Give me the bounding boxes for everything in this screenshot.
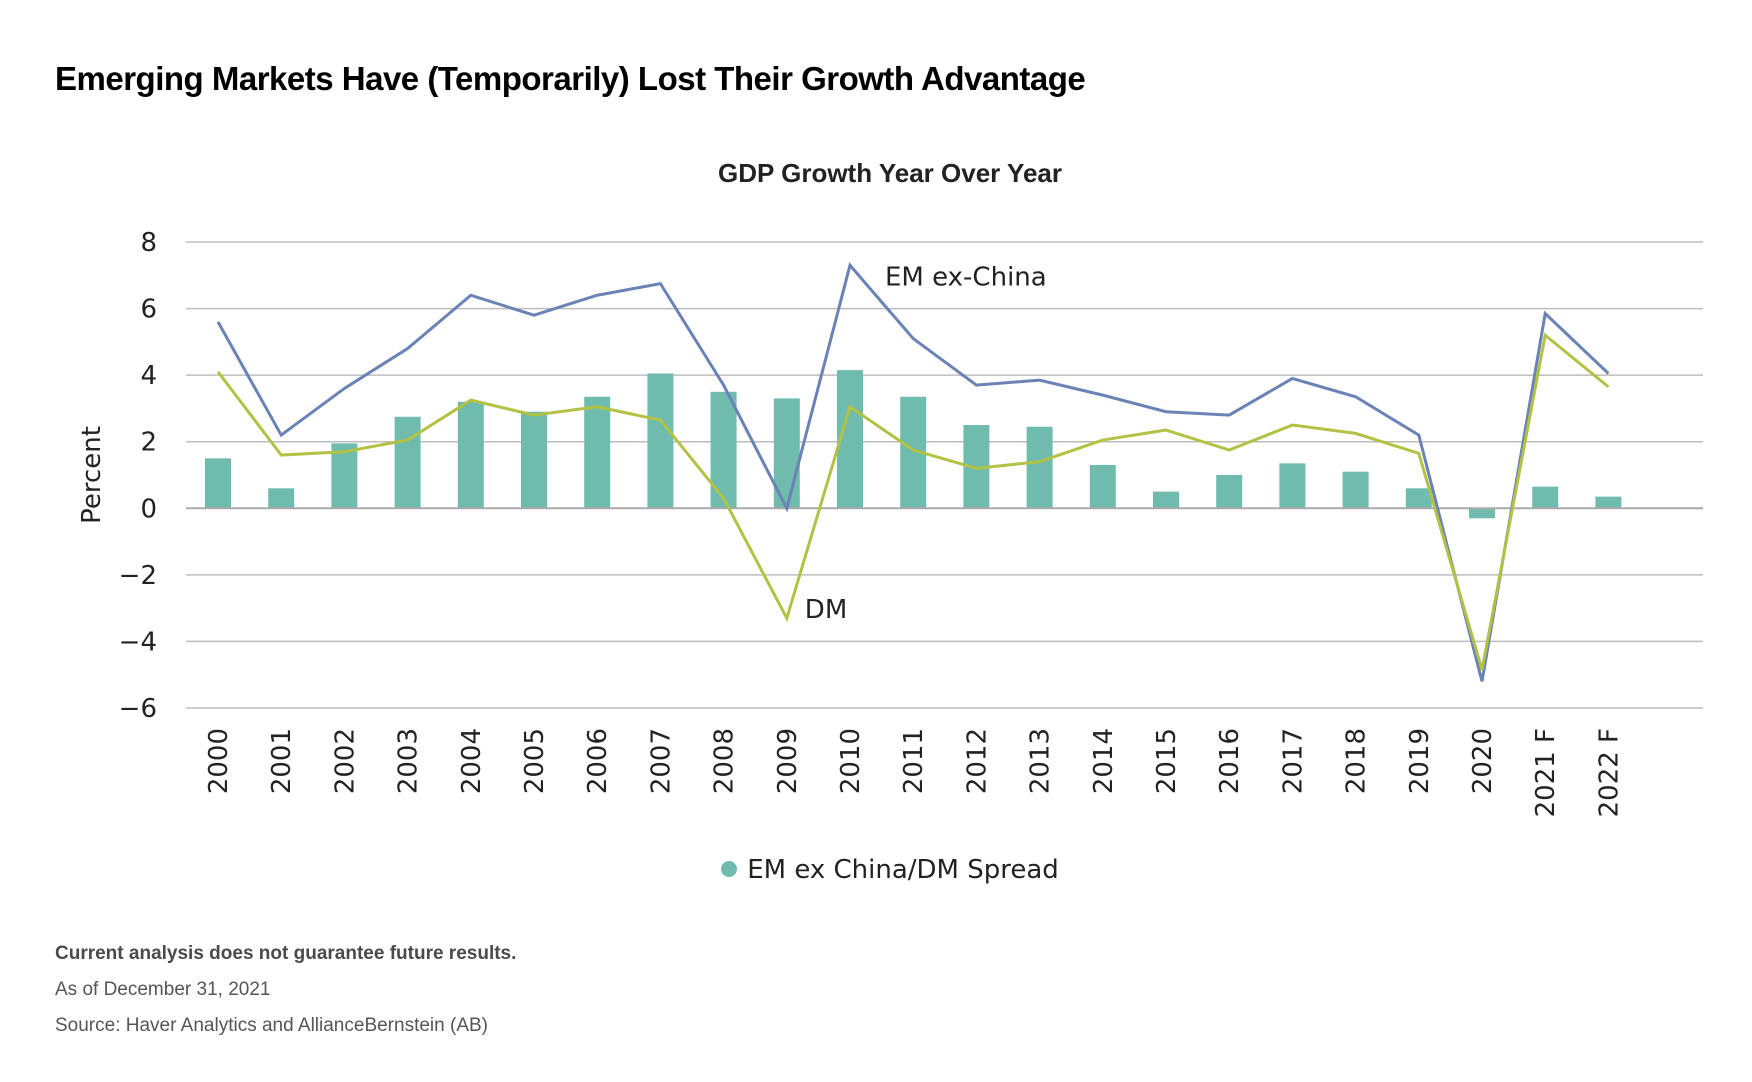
annotations: EM ex-China DM <box>805 262 1047 625</box>
y-tick-label: −2 <box>119 561 157 591</box>
spread-bar <box>457 401 484 509</box>
spread-bar <box>394 416 421 509</box>
spread-bar <box>1089 465 1116 509</box>
x-tick-label: 2014 <box>1089 728 1119 794</box>
y-tick-label: 2 <box>140 428 157 458</box>
spread-bar <box>710 391 737 509</box>
em-ex-china-annotation: EM ex-China <box>885 262 1047 292</box>
x-tick-label: 2016 <box>1215 728 1245 794</box>
spread-bar <box>521 411 547 509</box>
series-lines <box>216 262 1610 682</box>
x-tick-label: 2008 <box>710 728 740 794</box>
spread-bars <box>205 370 1622 519</box>
disclaimer: Current analysis does not guarantee futu… <box>55 943 517 964</box>
y-tick-label: 6 <box>140 295 157 325</box>
spread-bar <box>1469 508 1495 519</box>
x-tick-label: 2005 <box>520 728 550 794</box>
spread-bar <box>1216 475 1243 509</box>
as-of-date: As of December 31, 2021 <box>55 979 271 1000</box>
x-tick-label: 2015 <box>1152 728 1182 794</box>
x-tick-label: 2018 <box>1342 728 1372 794</box>
em-ex-china-line <box>216 262 1610 682</box>
source-note: Source: Haver Analytics and AllianceBern… <box>55 1015 488 1036</box>
spread-bar <box>205 458 231 509</box>
x-tick-label: 2022 F <box>1594 728 1624 817</box>
x-tick-label: 2020 <box>1468 728 1498 794</box>
y-axis-ticks: 8 6 4 2 0 −2 −4 −6 <box>119 228 157 724</box>
page-title: Emerging Markets Have (Temporarily) Lost… <box>55 60 1086 97</box>
spread-bar <box>584 396 611 509</box>
x-tick-label: 2021 F <box>1531 728 1561 817</box>
y-axis-label: Percent <box>77 426 107 524</box>
y-tick-label: 8 <box>140 228 157 258</box>
x-tick-label: 2006 <box>583 728 613 794</box>
x-axis-ticks: 2000 2001 2002 2003 2004 2005 2006 2007 2008 2009… <box>204 728 1624 817</box>
spread-bar <box>268 488 295 509</box>
dm-annotation: DM <box>805 595 847 625</box>
y-tick-label: 4 <box>140 361 157 391</box>
x-tick-label: 2001 <box>267 728 297 794</box>
spread-bar <box>1595 496 1622 509</box>
legend-label-spread: EM ex China/DM Spread <box>747 855 1059 885</box>
y-tick-label: 0 <box>140 494 157 524</box>
spread-bar <box>647 373 674 509</box>
x-tick-label: 2019 <box>1405 728 1435 794</box>
legend-swatch-spread <box>721 861 738 877</box>
gridlines <box>186 241 1703 709</box>
x-tick-label: 2003 <box>394 728 424 794</box>
x-tick-label: 2010 <box>836 728 866 794</box>
x-tick-label: 2017 <box>1278 728 1308 794</box>
x-tick-label: 2009 <box>773 728 803 794</box>
spread-bar <box>1342 471 1369 509</box>
spread-bar <box>1405 488 1432 509</box>
spread-bar <box>1279 463 1306 509</box>
x-tick-label: 2011 <box>899 728 929 794</box>
x-tick-label: 2000 <box>204 728 234 794</box>
chart-title: GDP Growth Year Over Year <box>718 158 1062 188</box>
x-tick-label: 2013 <box>1026 728 1056 794</box>
spread-bar <box>331 443 358 509</box>
dm-line <box>216 332 1610 671</box>
spread-bar <box>1026 426 1053 509</box>
x-tick-label: 2012 <box>962 728 992 794</box>
spread-bar <box>1153 491 1179 509</box>
spread-bar <box>1532 486 1559 509</box>
x-tick-label: 2002 <box>330 728 360 794</box>
y-tick-label: −6 <box>119 694 157 724</box>
x-tick-label: 2004 <box>457 728 487 794</box>
x-tick-label: 2007 <box>646 728 676 794</box>
y-tick-label: −4 <box>119 627 157 657</box>
legend: EM ex China/DM Spread <box>0 855 1752 885</box>
